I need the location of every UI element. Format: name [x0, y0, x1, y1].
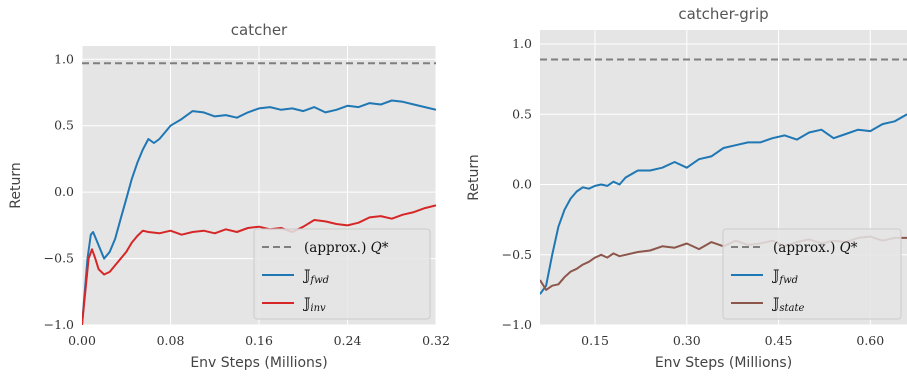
legend-label: 𝕁inv	[303, 296, 326, 314]
x-tick-label: 0.24	[334, 333, 362, 348]
series-line-2	[82, 204, 436, 325]
x-axis-label: Env Steps (Millions)	[190, 355, 327, 371]
y-tick-label: −1.0	[44, 317, 74, 332]
legend-box	[722, 228, 902, 320]
x-tick-label: 0.00	[68, 333, 96, 348]
chart-title: catcher-grip	[678, 5, 768, 23]
y-axis-label: Return	[8, 162, 24, 208]
series-line-1	[82, 99, 436, 325]
y-tick-label: −1.0	[502, 317, 532, 332]
series-line-1	[540, 113, 907, 295]
y-tick-label: −0.5	[502, 247, 532, 262]
x-axis-label: Env Steps (Millions)	[655, 355, 792, 371]
x-tick-label: 0.15	[581, 333, 609, 348]
chart-panel-1: 0.00 0.08 0.16 0.24 0.32 −1.0 −0.5 0.0 0.5 1.0 cat…	[8, 21, 450, 371]
legend-label: (approx.) Q*	[304, 240, 389, 256]
y-tick-label: 1.0	[54, 51, 74, 66]
x-tick-label: 0.08	[157, 333, 185, 348]
legend: (approx.) Q* 𝕁fwd 𝕁inv	[253, 228, 431, 320]
x-tick-label: 0.32	[422, 333, 450, 348]
legend-label: 𝕁state	[772, 296, 805, 314]
y-tick-label: 1.0	[512, 36, 532, 51]
chart-panel-2: 0.15 0.30 0.45 0.60 −1.0 −0.5 0.0 0.5 1.0 catcher…	[466, 5, 907, 371]
x-tick-label: 0.60	[856, 333, 884, 348]
x-tick-label: 0.30	[673, 333, 701, 348]
y-axis-label: Return	[466, 154, 482, 200]
legend-box	[253, 228, 431, 320]
legend-label: 𝕁fwd	[772, 268, 798, 286]
legend: (approx.) Q* 𝕁fwd 𝕁state	[722, 228, 902, 320]
chart-title: catcher	[231, 21, 288, 39]
y-tick-label: 0.5	[54, 118, 74, 133]
y-tick-label: 0.0	[54, 184, 74, 199]
legend-label: (approx.) Q*	[773, 240, 858, 256]
x-tick-label: 0.16	[245, 333, 273, 348]
x-tick-label: 0.45	[765, 333, 793, 348]
data-layer	[82, 62, 436, 325]
y-tick-label: 0.5	[512, 106, 532, 121]
y-tick-label: −0.5	[44, 251, 74, 266]
legend-label: 𝕁fwd	[303, 268, 329, 286]
y-tick-label: 0.0	[512, 177, 532, 192]
